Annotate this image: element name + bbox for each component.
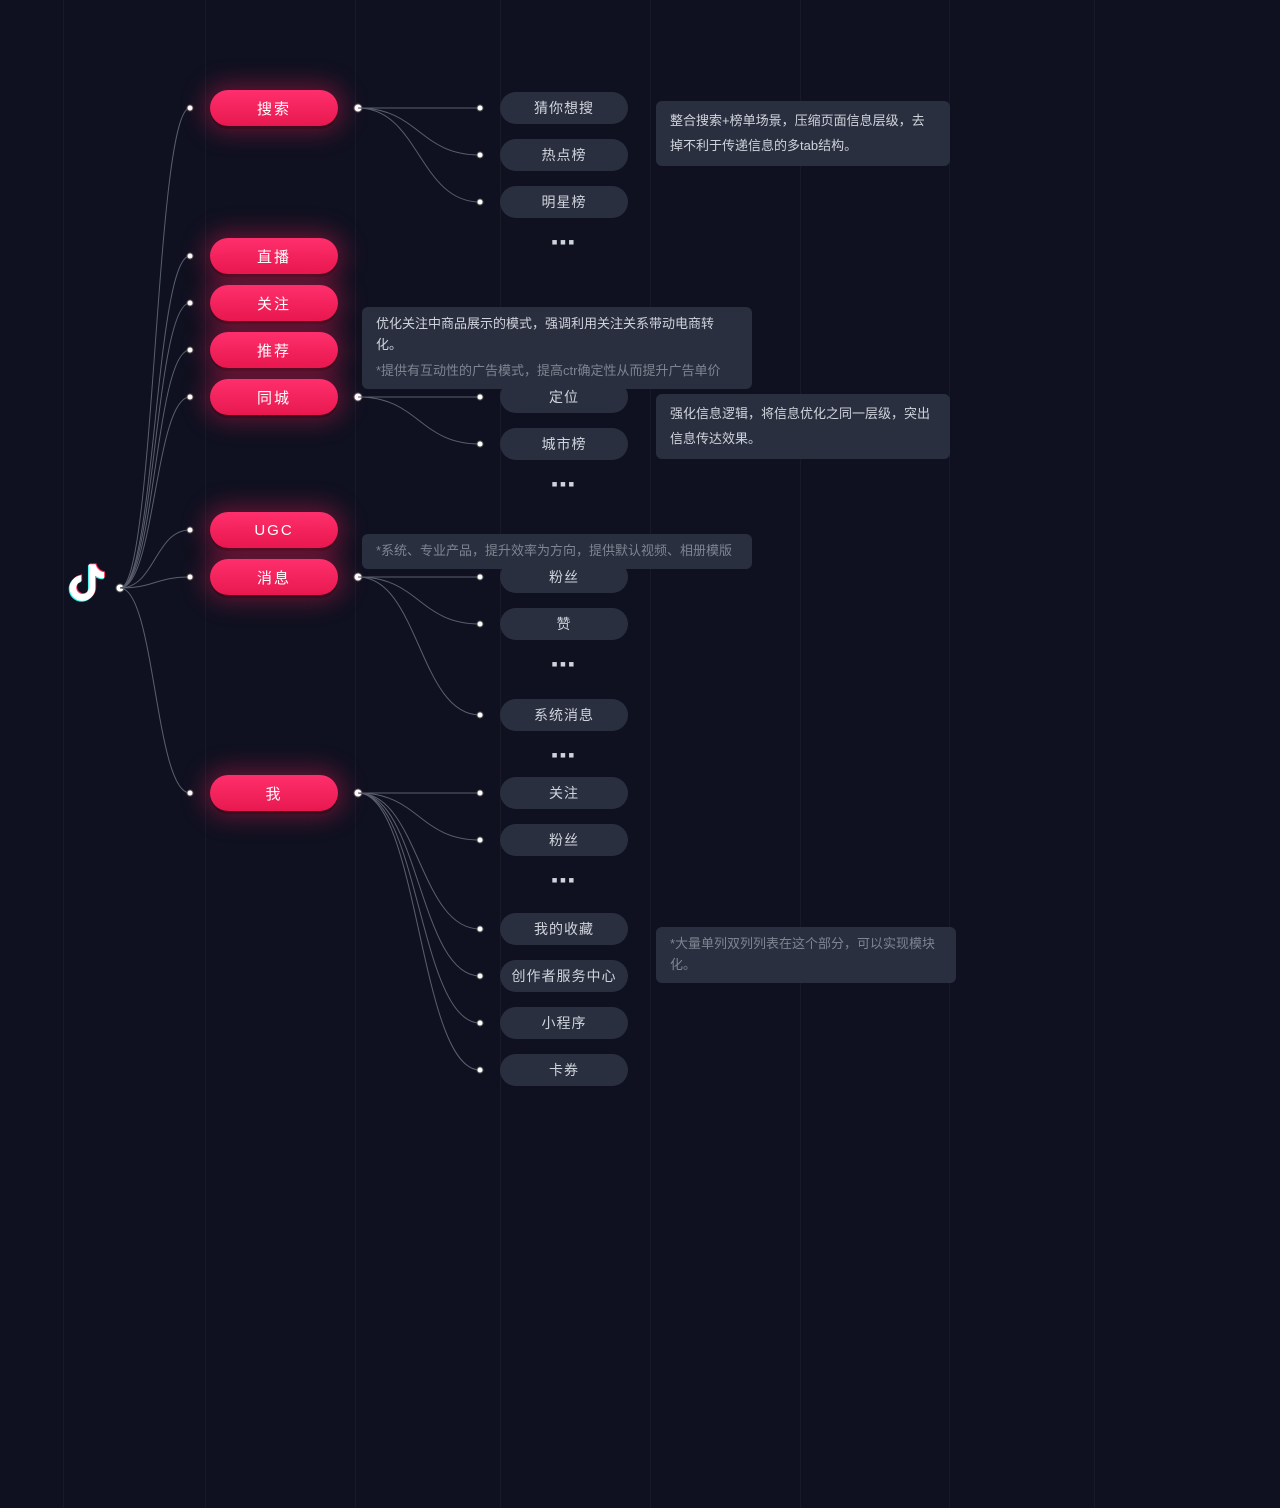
node-search[interactable]: 搜索: [210, 90, 338, 126]
tiktok-logo-icon: [66, 560, 108, 608]
grid-line: [650, 0, 651, 1508]
node-ugc[interactable]: UGC: [210, 512, 338, 548]
ellipsis: ▪▪▪: [544, 654, 584, 675]
note-ugc: *系统、专业产品，提升效率为方向，提供默认视频、相册模版: [362, 534, 752, 569]
grid-line: [63, 0, 64, 1508]
node-live[interactable]: 直播: [210, 238, 338, 274]
subnode-me-1[interactable]: 粉丝: [500, 824, 628, 856]
ellipsis: ▪▪▪: [544, 474, 584, 495]
grid-line: [500, 0, 501, 1508]
note-search: 整合搜索+榜单场景，压缩页面信息层级，去掉不利于传递信息的多tab结构。: [656, 101, 950, 166]
grid-line: [800, 0, 801, 1508]
grid-line: [1094, 0, 1095, 1508]
subnode-me-2[interactable]: 我的收藏: [500, 913, 628, 945]
subnode-me-5[interactable]: 卡券: [500, 1054, 628, 1086]
subnode-search-1[interactable]: 热点榜: [500, 139, 628, 171]
note-local: 强化信息逻辑，将信息优化之同一层级，突出信息传达效果。: [656, 394, 950, 459]
subnode-msg-2[interactable]: 系统消息: [500, 699, 628, 731]
node-local[interactable]: 同城: [210, 379, 338, 415]
ellipsis: ▪▪▪: [544, 232, 584, 253]
subnode-me-3[interactable]: 创作者服务中心: [500, 960, 628, 992]
subnode-search-0[interactable]: 猜你想搜: [500, 92, 628, 124]
node-reco[interactable]: 推荐: [210, 332, 338, 368]
node-msg[interactable]: 消息: [210, 559, 338, 595]
subnode-me-4[interactable]: 小程序: [500, 1007, 628, 1039]
node-follow[interactable]: 关注: [210, 285, 338, 321]
note-me-fav: *大量单列双列列表在这个部分，可以实现模块化。: [656, 927, 956, 983]
subnode-me-0[interactable]: 关注: [500, 777, 628, 809]
ellipsis: ▪▪▪: [544, 870, 584, 891]
subnode-search-2[interactable]: 明星榜: [500, 186, 628, 218]
grid-line: [949, 0, 950, 1508]
subnode-local-1[interactable]: 城市榜: [500, 428, 628, 460]
ellipsis: ▪▪▪: [544, 745, 584, 766]
subnode-msg-1[interactable]: 赞: [500, 608, 628, 640]
note-reco: *提供有互动性的广告模式，提高ctr确定性从而提升广告单价: [362, 354, 752, 389]
grid-line: [205, 0, 206, 1508]
grid-line: [355, 0, 356, 1508]
node-me[interactable]: 我: [210, 775, 338, 811]
